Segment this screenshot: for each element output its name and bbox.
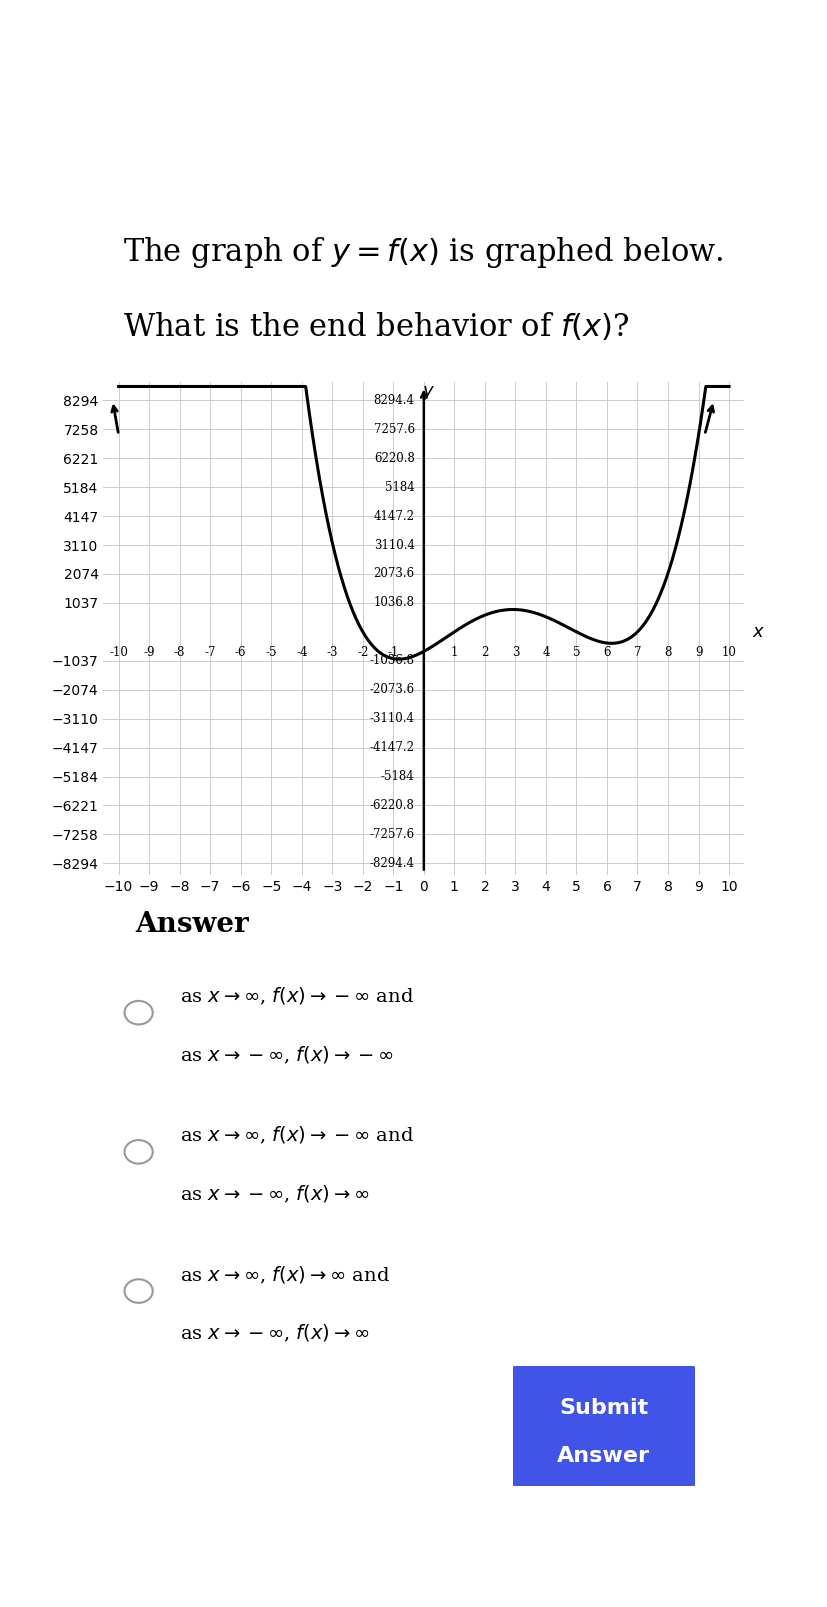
Text: 8: 8 xyxy=(664,646,672,659)
Text: 2: 2 xyxy=(481,646,489,659)
Text: 3110.4: 3110.4 xyxy=(374,538,414,551)
Text: 7257.6: 7257.6 xyxy=(374,423,414,435)
Text: 1: 1 xyxy=(451,646,458,659)
Text: What is the end behavior of $f(x)$?: What is the end behavior of $f(x)$? xyxy=(122,312,629,344)
Text: -1036.8: -1036.8 xyxy=(370,654,414,667)
Text: -6220.8: -6220.8 xyxy=(370,799,414,812)
Text: -1: -1 xyxy=(388,646,399,659)
Text: 6: 6 xyxy=(603,646,610,659)
Text: -3110.4: -3110.4 xyxy=(370,712,414,725)
Text: -8294.4: -8294.4 xyxy=(370,857,414,869)
Text: $y$: $y$ xyxy=(422,384,435,402)
Text: as $x \to -\infty$, $f(x) \to -\infty$: as $x \to -\infty$, $f(x) \to -\infty$ xyxy=(180,1045,394,1065)
Text: as $x \to \infty$, $f(x) \to -\infty$ and: as $x \to \infty$, $f(x) \to -\infty$ an… xyxy=(180,1125,414,1146)
Text: 7: 7 xyxy=(633,646,641,659)
Text: -3: -3 xyxy=(327,646,338,659)
Text: -7257.6: -7257.6 xyxy=(370,828,414,840)
Text: 4147.2: 4147.2 xyxy=(374,509,414,522)
Text: 4: 4 xyxy=(543,646,550,659)
Text: -2: -2 xyxy=(357,646,369,659)
Text: 9: 9 xyxy=(695,646,702,659)
Text: -4147.2: -4147.2 xyxy=(370,741,414,754)
Text: -7: -7 xyxy=(204,646,216,659)
Text: as $x \to -\infty$, $f(x) \to \infty$: as $x \to -\infty$, $f(x) \to \infty$ xyxy=(180,1323,370,1345)
Text: 8294.4: 8294.4 xyxy=(374,394,414,407)
Text: 5184: 5184 xyxy=(385,480,414,493)
Text: The graph of $y = f(x)$ is graphed below.: The graph of $y = f(x)$ is graphed below… xyxy=(122,235,723,270)
Text: Submit: Submit xyxy=(559,1398,648,1417)
FancyBboxPatch shape xyxy=(507,1366,700,1486)
Text: 2073.6: 2073.6 xyxy=(374,567,414,580)
Text: -6: -6 xyxy=(235,646,246,659)
Text: 3: 3 xyxy=(512,646,519,659)
Text: 1036.8: 1036.8 xyxy=(374,596,414,609)
Text: -5: -5 xyxy=(265,646,277,659)
Text: 6220.8: 6220.8 xyxy=(374,452,414,464)
Text: -8: -8 xyxy=(174,646,185,659)
Text: $x$: $x$ xyxy=(752,624,765,641)
Text: -9: -9 xyxy=(143,646,155,659)
Text: Answer: Answer xyxy=(136,911,249,938)
Text: 10: 10 xyxy=(722,646,737,659)
Text: -4: -4 xyxy=(296,646,308,659)
Text: Answer: Answer xyxy=(557,1446,650,1466)
Text: -5184: -5184 xyxy=(381,770,414,783)
Text: as $x \to -\infty$, $f(x) \to \infty$: as $x \to -\infty$, $f(x) \to \infty$ xyxy=(180,1184,370,1205)
Text: -2073.6: -2073.6 xyxy=(370,683,414,696)
Text: as $x \to \infty$, $f(x) \to \infty$ and: as $x \to \infty$, $f(x) \to \infty$ and xyxy=(180,1265,390,1286)
Text: -10: -10 xyxy=(109,646,128,659)
Text: as $x \to \infty$, $f(x) \to -\infty$ and: as $x \to \infty$, $f(x) \to -\infty$ an… xyxy=(180,987,414,1008)
Text: 5: 5 xyxy=(572,646,581,659)
